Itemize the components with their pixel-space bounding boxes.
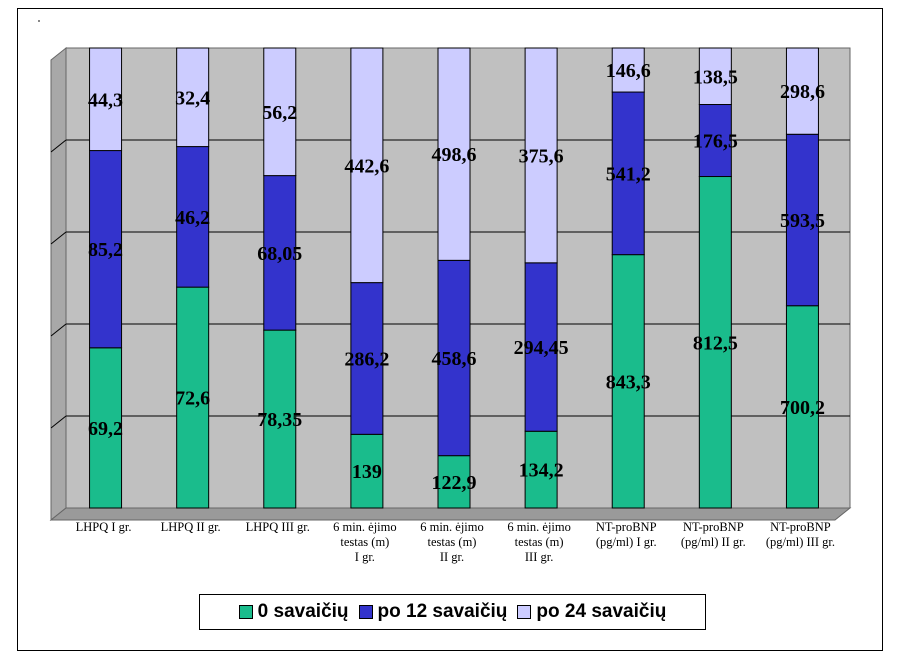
category-label-4: 6 min. ėjimo testas (m) II gr.	[420, 520, 484, 564]
bar-segment-s0-c5	[524, 430, 558, 509]
data-label-s2-c8: 298,6	[780, 81, 825, 103]
bar-segment-s0-c8	[785, 305, 819, 509]
bar-segment-s0-c6	[611, 254, 645, 509]
data-label-s2-c6: 146,6	[606, 60, 651, 82]
category-label-8: NT-proBNP (pg/ml) III gr.	[765, 520, 835, 549]
legend-label-2: po 24 savaičių	[536, 601, 667, 622]
legend-label-0: 0 savaičių	[257, 601, 349, 622]
bar-segment-s1-c1	[176, 146, 210, 288]
data-label-s2-c0: 44,3	[88, 89, 123, 111]
data-label-s1-c3: 286,2	[344, 348, 389, 370]
data-label-s0-c3: 139	[352, 461, 382, 483]
bar-segment-s2-c8	[785, 47, 819, 135]
data-label-s1-c7: 176,5	[693, 131, 738, 153]
bar-segment-s2-c3	[350, 47, 384, 284]
bar-segment-s0-c7	[698, 176, 732, 509]
gridline-side	[50, 231, 67, 245]
data-label-s0-c1: 72,6	[175, 388, 210, 410]
data-label-s1-c0: 85,2	[88, 239, 123, 261]
data-label-s2-c4: 498,6	[432, 144, 477, 166]
data-label-s2-c1: 32,4	[175, 87, 210, 109]
legend-item-0: 0 savaičių	[238, 601, 349, 623]
legend: 0 savaičių po 12 savaičių po 24 savaičių	[199, 594, 706, 630]
plot-floor	[49, 507, 852, 521]
data-label-s0-c5: 134,2	[519, 460, 564, 482]
data-label-s0-c6: 843,3	[606, 371, 651, 393]
data-label-s1-c2: 68,05	[257, 243, 302, 265]
data-label-s0-c0: 69,2	[88, 418, 123, 440]
data-label-s1-c5: 294,45	[514, 337, 569, 359]
bar-segment-s2-c7	[698, 47, 732, 106]
legend-label-1: po 12 savaičių	[377, 601, 508, 622]
category-label-5: 6 min. ėjimo testas (m) III gr.	[507, 520, 571, 564]
legend-swatch-1	[358, 605, 373, 619]
category-label-3: 6 min. ėjimo testas (m) I gr.	[333, 520, 397, 564]
bar-segment-s0-c1	[176, 286, 210, 509]
legend-swatch-2	[517, 605, 532, 619]
bar-segment-s1-c3	[350, 282, 384, 435]
data-label-s2-c2: 56,2	[262, 102, 297, 124]
data-label-s1-c4: 458,6	[432, 348, 477, 370]
bar-segment-s1-c0	[89, 150, 123, 349]
plot-side-wall	[50, 46, 67, 522]
legend-item-2: po 24 savaičių	[517, 601, 666, 623]
bar-segment-s2-c6	[611, 47, 645, 93]
bar-segment-s2-c5	[524, 47, 558, 264]
data-label-s0-c8: 700,2	[780, 397, 825, 419]
legend-item-1: po 12 savaičių	[358, 601, 508, 623]
gridline-side	[50, 415, 67, 429]
data-label-s0-c7: 812,5	[693, 332, 738, 354]
category-label-2: LHPQ III gr.	[245, 520, 310, 534]
data-label-s1-c6: 541,2	[606, 163, 651, 185]
bar-segment-s2-c1	[176, 47, 210, 148]
data-label-s2-c3: 442,6	[344, 155, 389, 177]
data-label-s2-c7: 138,5	[693, 66, 738, 88]
bar-segment-s0-c2	[263, 329, 297, 509]
bar-segment-s1-c6	[611, 91, 645, 256]
data-label-s0-c2: 78,35	[257, 409, 302, 431]
corner-dot	[38, 20, 40, 22]
bar-segment-s2-c0	[89, 47, 123, 152]
legend-swatch-0	[238, 605, 253, 619]
bar-segment-s1-c4	[437, 259, 471, 457]
bar-segment-s2-c4	[437, 47, 471, 261]
data-label-s1-c1: 46,2	[175, 207, 210, 229]
category-label-7: NT-proBNP (pg/ml) II gr.	[680, 520, 746, 549]
category-label-6: NT-proBNP (pg/ml) I gr.	[595, 520, 657, 549]
category-label-0: LHPQ I gr.	[75, 520, 132, 534]
gridline-side	[50, 139, 67, 153]
data-label-s2-c5: 375,6	[519, 145, 564, 167]
bar-segment-s1-c5	[524, 262, 558, 432]
bar-segment-s1-c8	[785, 133, 819, 307]
category-label-1: LHPQ II gr.	[160, 520, 221, 534]
bar-segment-s0-c3	[350, 433, 384, 509]
data-label-s0-c4: 122,9	[432, 472, 477, 494]
data-label-s1-c8: 593,5	[780, 210, 825, 232]
gridline-side	[50, 323, 67, 337]
bar-segment-s2-c2	[263, 47, 297, 177]
